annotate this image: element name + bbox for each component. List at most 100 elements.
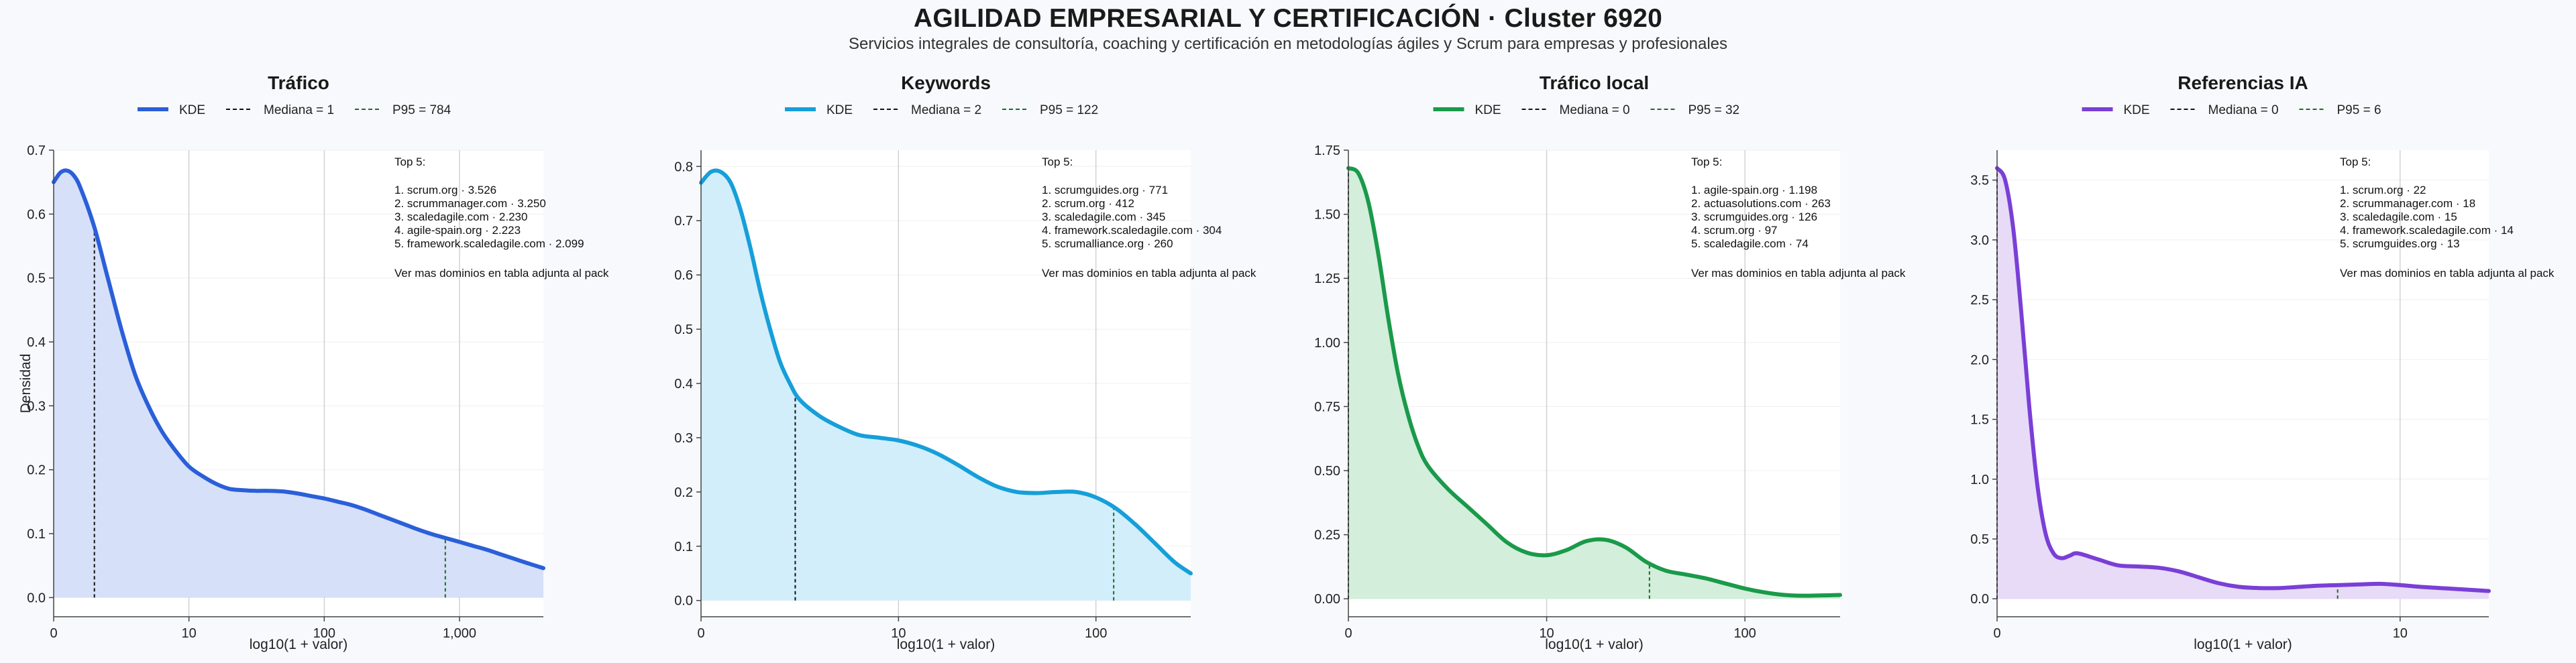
y-tick-label: 1.75 [1314, 143, 1340, 158]
y-tick-label: 0.7 [27, 143, 46, 158]
y-tick-label: 0.6 [27, 207, 46, 222]
y-tick-label: 1.50 [1314, 208, 1340, 223]
chart-panel-referencias-ia: Referencias IA KDE Mediana = 0 P95 = 6 0.0 0.… [1970, 72, 2555, 652]
chart-group: Referencias IA KDE Mediana = 0 P95 = 6 0.0 0.… [1970, 72, 2555, 652]
x-tick-label: 10 [891, 626, 906, 641]
x-tick-label: 0 [697, 626, 704, 641]
y-tick-label: 1.25 [1314, 272, 1340, 286]
annotation-item: 3. scaledagile.com · 2.230 [394, 210, 527, 223]
legend-median-label: Mediana = 0 [1560, 103, 1630, 117]
annotation-item: 2. scrummanager.com · 18 [2340, 197, 2475, 210]
legend: KDE Mediana = 0 P95 = 32 [1433, 103, 1740, 117]
y-tick-label: 3.0 [1970, 233, 1989, 248]
x-axis-label: log10(1 + valor) [897, 637, 996, 652]
panel-title: Keywords [901, 72, 991, 93]
legend-median-label: Mediana = 0 [2208, 103, 2279, 117]
legend-kde-label: KDE [826, 103, 853, 117]
y-tick-label: 2.5 [1970, 293, 1989, 308]
y-tick-label: 0.3 [674, 431, 693, 446]
chart-panel-trafico-local: Tráfico local KDE Mediana = 0 P95 = 32 0.00 0… [1314, 72, 1906, 652]
annotation-footer: Ver mas dominios en tabla adjunta al pac… [1042, 267, 1256, 280]
legend-kde-label: KDE [2124, 103, 2150, 117]
y-tick-label: 0.5 [674, 322, 693, 337]
annotation-item: 1. agile-spain.org · 1.198 [1691, 184, 1817, 196]
y-tick-label: 0.0 [674, 594, 693, 609]
x-axis-label: log10(1 + valor) [2194, 637, 2292, 652]
annotation-heading: Top 5: [1042, 156, 1073, 168]
y-tick-label: 2.0 [1970, 353, 1989, 367]
y-tick-label: 0.2 [27, 463, 46, 478]
annotation-item: 1. scrum.org · 3.526 [394, 184, 496, 196]
legend-p95-label: P95 = 32 [1688, 103, 1740, 117]
annotation-item: 1. scrumguides.org · 771 [1042, 184, 1168, 196]
annotation-item: 5. framework.scaledagile.com · 2.099 [394, 237, 584, 250]
x-axis-label: log10(1 + valor) [1545, 637, 1644, 652]
annotation-item: 5. scaledagile.com · 74 [1691, 237, 1809, 250]
panel-title: Referencias IA [2178, 72, 2308, 93]
annotation-item: 2. scrum.org · 412 [1042, 197, 1134, 210]
chart-panel-keywords: Keywords KDE Mediana = 2 P95 = 122 0.0 0.1 0.2… [674, 72, 1256, 652]
kde-line [1346, 166, 1842, 598]
legend-median-label: Mediana = 2 [911, 103, 981, 117]
annotation-heading: Top 5: [1691, 156, 1722, 168]
y-tick-label: 0.0 [27, 591, 46, 605]
y-tick-label: 0.0 [1970, 592, 1989, 607]
annotation-item: 5. scrumalliance.org · 260 [1042, 237, 1173, 250]
x-tick-label: 0 [1344, 626, 1352, 641]
y-tick-label: 0.25 [1314, 528, 1340, 543]
x-axis-label: log10(1 + valor) [250, 637, 348, 652]
x-tick-label: 100 [313, 626, 335, 641]
x-tick-label: 100 [1733, 626, 1756, 641]
y-tick-label: 0.4 [27, 335, 46, 350]
annotation-item: 1. scrum.org · 22 [2340, 184, 2426, 196]
x-tick-label: 0 [1993, 626, 2000, 641]
annotation-footer: Ver mas dominios en tabla adjunta al pac… [1691, 267, 1906, 280]
chart-group: Keywords KDE Mediana = 2 P95 = 122 0.0 0.1 0.2… [674, 72, 1256, 652]
y-tick-label: 3.5 [1970, 174, 1989, 188]
legend: KDE Mediana = 1 P95 = 784 [138, 103, 451, 117]
y-axis-label: Densidad [18, 354, 34, 414]
panel-title: Tráfico local [1540, 72, 1649, 93]
chart-group: Tráfico local KDE Mediana = 0 P95 = 32 0.00 0… [1314, 72, 1906, 652]
legend: KDE Mediana = 2 P95 = 122 [785, 103, 1098, 117]
legend-kde-label: KDE [179, 103, 205, 117]
annotation-item: 4. scrum.org · 97 [1691, 224, 1778, 237]
y-tick-label: 0.8 [674, 160, 693, 174]
x-tick-label: 0 [50, 626, 57, 641]
y-tick-label: 0.4 [674, 377, 693, 391]
kde-area [1997, 168, 2489, 599]
y-tick-label: 0.75 [1314, 400, 1340, 414]
kde-area [54, 170, 543, 598]
page-title: AGILIDAD EMPRESARIAL Y CERTIFICACIÓN · C… [913, 4, 1663, 33]
annotation-item: 3. scaledagile.com · 15 [2340, 210, 2457, 223]
legend-p95-label: P95 = 6 [2337, 103, 2381, 117]
annotation-item: 2. actuasolutions.com · 263 [1691, 197, 1831, 210]
chart-group: Tráfico KDE Mediana = 1 P95 = 784 0.0 0.1 0.2 0… [18, 72, 609, 652]
annotation-item: 2. scrummanager.com · 3.250 [394, 197, 546, 210]
x-tick-label: 10 [1539, 626, 1554, 641]
annotation-footer: Ver mas dominios en tabla adjunta al pac… [394, 267, 609, 280]
y-tick-label: 0.00 [1314, 592, 1340, 607]
annotation-item: 4. agile-spain.org · 2.223 [394, 224, 521, 237]
y-tick-label: 0.1 [674, 540, 693, 554]
kde-line [1995, 166, 2491, 593]
y-tick-label: 0.3 [27, 399, 46, 414]
x-tick-label: 10 [2393, 626, 2408, 641]
page-subtitle: Servicios integrales de consultoría, coa… [849, 35, 1727, 53]
legend: KDE Mediana = 0 P95 = 6 [2082, 103, 2381, 117]
annotation-heading: Top 5: [394, 156, 425, 168]
annotation-item: 4. framework.scaledagile.com · 14 [2340, 224, 2514, 237]
y-tick-label: 0.7 [674, 214, 693, 229]
legend-median-label: Mediana = 1 [264, 103, 334, 117]
y-tick-label: 1.5 [1970, 413, 1989, 428]
x-tick-label: 10 [182, 626, 197, 641]
y-tick-label: 0.5 [27, 272, 46, 286]
legend-p95-label: P95 = 784 [392, 103, 451, 117]
y-tick-label: 0.2 [674, 485, 693, 500]
y-tick-label: 1.00 [1314, 336, 1340, 351]
annotation-item: 4. framework.scaledagile.com · 304 [1042, 224, 1222, 237]
annotation-item: 3. scrumguides.org · 126 [1691, 210, 1817, 223]
y-tick-label: 1.0 [1970, 473, 1989, 487]
annotation-item: 5. scrumguides.org · 13 [2340, 237, 2460, 250]
annotation-item: 3. scaledagile.com · 345 [1042, 210, 1165, 223]
